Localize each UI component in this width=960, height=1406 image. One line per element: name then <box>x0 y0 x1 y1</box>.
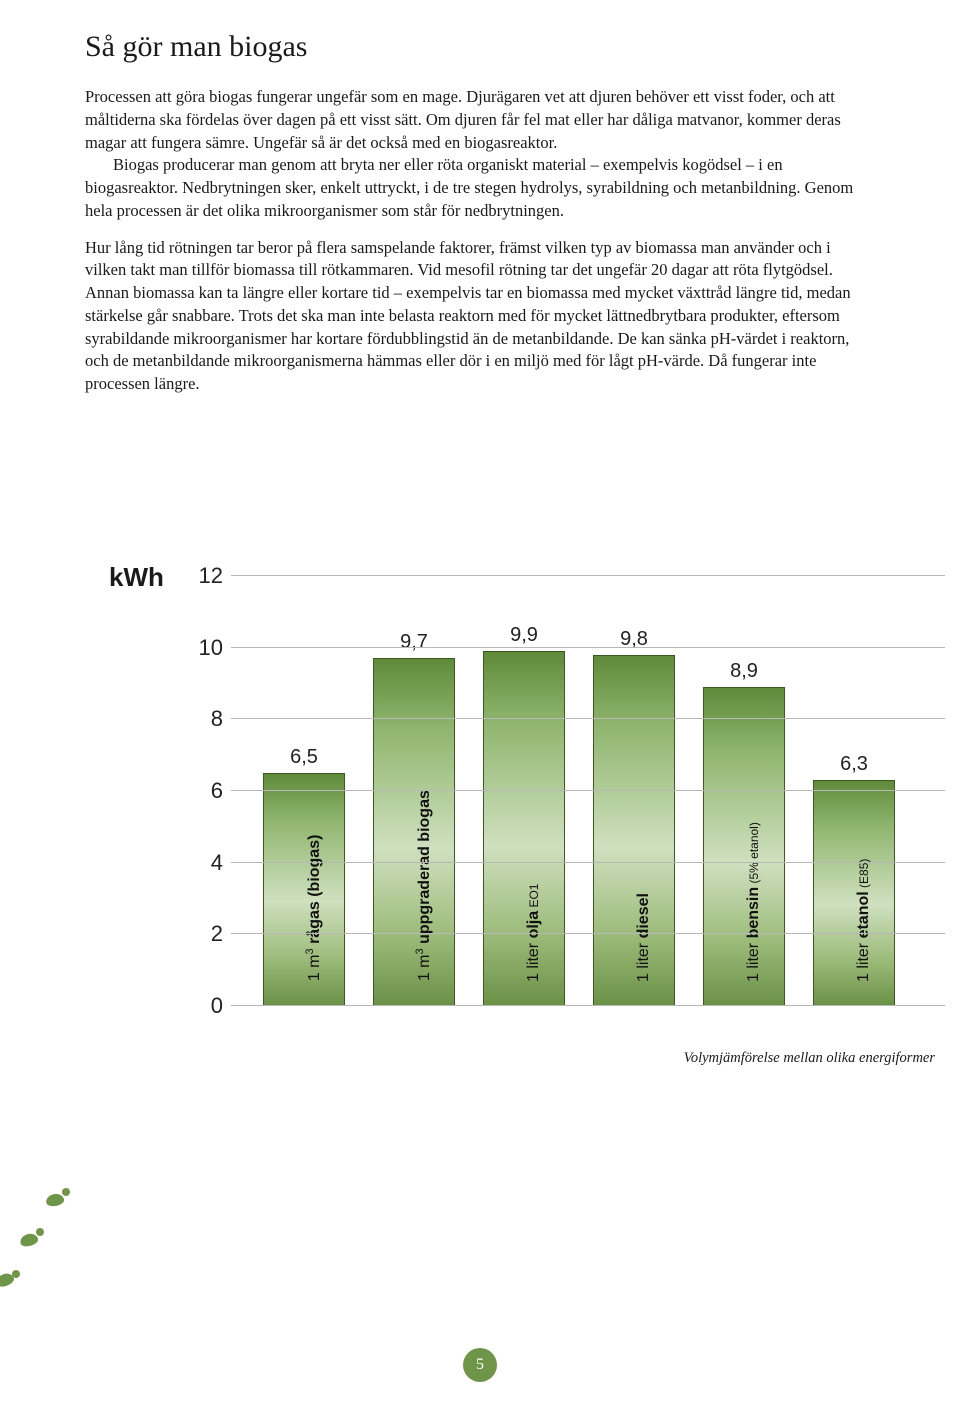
chart-bars-container: 6,51 m3 rågas (biogas)9,71 m3 uppgradera… <box>243 576 935 1006</box>
chart-gridline <box>231 790 945 791</box>
chart-bar: 8,91 liter bensin (5% etanol) <box>703 687 785 1006</box>
chart-gridline <box>231 647 945 648</box>
chart-y-axis-title: kWh <box>109 562 164 593</box>
chart-bar-label: 1 liter etanol (E85) <box>855 859 873 982</box>
paragraph-1: Processen att göra biogas fungerar ungef… <box>85 86 875 154</box>
page-number-text: 5 <box>476 1356 484 1374</box>
chart-bar-label: 1 m3 uppgraderad biogas <box>414 790 434 981</box>
page-number-circle: 5 <box>463 1348 497 1382</box>
paragraph-3: Hur lång tid rötningen tar beror på fler… <box>85 237 875 396</box>
chart-bar-value: 8,9 <box>704 660 784 683</box>
chart-bar-value: 9,7 <box>374 631 454 654</box>
chart-ytick: 12 <box>183 563 223 589</box>
chart-gridline <box>231 718 945 719</box>
chart-ytick: 2 <box>183 921 223 947</box>
chart-gridline <box>231 933 945 934</box>
chart-bar: 9,91 liter olja EO1 <box>483 651 565 1006</box>
chart-ytick: 10 <box>183 635 223 661</box>
chart-gridline <box>231 1005 945 1006</box>
chart-bar-label: 1 m3 rågas (biogas) <box>304 834 324 981</box>
chart-gridline <box>231 575 945 576</box>
chart-plot-area: kWh 6,51 m3 rågas (biogas)9,71 m3 uppgra… <box>103 576 875 1036</box>
chart-bar-label: 1 liter bensin (5% etanol) <box>745 822 763 982</box>
chart-ytick: 4 <box>183 850 223 876</box>
chart-ytick: 0 <box>183 993 223 1019</box>
energy-chart: kWh 6,51 m3 rågas (biogas)9,71 m3 uppgra… <box>85 576 875 1067</box>
chart-ytick: 6 <box>183 778 223 804</box>
chart-bar-value: 6,3 <box>814 753 894 776</box>
chart-bar: 9,71 m3 uppgraderad biogas <box>373 658 455 1006</box>
chart-bar: 6,51 m3 rågas (biogas) <box>263 773 345 1006</box>
chart-bar-label: 1 liter diesel <box>635 893 653 982</box>
chart-caption: Volymjämförelse mellan olika energiforme… <box>85 1050 935 1067</box>
paragraph-2: Biogas producerar man genom att bryta ne… <box>85 154 875 222</box>
chart-bar-value: 9,9 <box>484 624 564 647</box>
page-number: 5 <box>463 1348 497 1382</box>
body-text: Processen att göra biogas fungerar ungef… <box>85 86 875 396</box>
page-title: Så gör man biogas <box>85 30 875 64</box>
chart-gridline <box>231 862 945 863</box>
chart-bar-value: 6,5 <box>264 746 344 769</box>
chart-bar: 9,81 liter diesel <box>593 655 675 1006</box>
chart-ytick: 8 <box>183 706 223 732</box>
chart-bar: 6,31 liter etanol (E85) <box>813 780 895 1006</box>
